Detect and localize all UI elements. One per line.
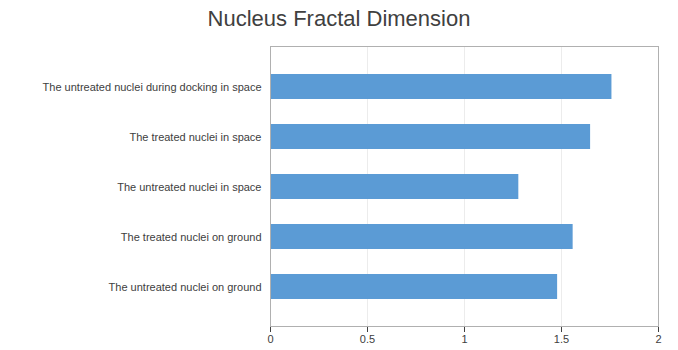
svg-text:1: 1 bbox=[461, 333, 467, 345]
svg-text:1.5: 1.5 bbox=[554, 333, 569, 345]
html-text:Nucleus Fractal Dimension: Nucleus Fractal Dimension bbox=[207, 6, 471, 31]
svg-text:The untreated nuclei on ground: The untreated nuclei on ground bbox=[109, 281, 262, 293]
svg-text:0: 0 bbox=[267, 333, 273, 345]
svg-text:The untreated nuclei during do: The untreated nuclei during docking in s… bbox=[43, 81, 262, 93]
svg-text:The untreated nuclei in space: The untreated nuclei in space bbox=[117, 181, 261, 193]
svg-text:2: 2 bbox=[655, 333, 661, 345]
svg-text:The treated nuclei in space: The treated nuclei in space bbox=[129, 131, 261, 143]
svg-text:0.5: 0.5 bbox=[360, 333, 375, 345]
svg-text:The treated nuclei on ground: The treated nuclei on ground bbox=[121, 231, 262, 243]
